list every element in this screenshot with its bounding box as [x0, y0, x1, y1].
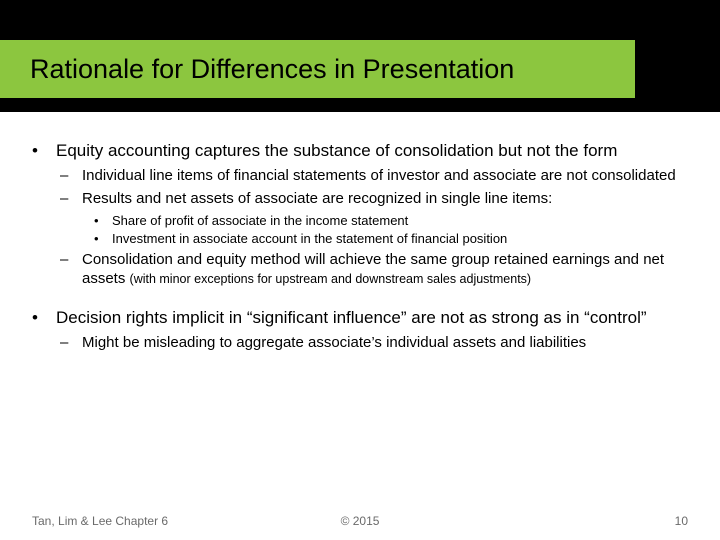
bullet-marker: • — [32, 307, 56, 328]
list-item: • Investment in associate account in the… — [94, 231, 688, 247]
slide-title: Rationale for Differences in Presentatio… — [30, 54, 514, 85]
bullet-marker: – — [60, 251, 82, 289]
bullet-marker: – — [60, 190, 82, 209]
list-item: – Individual line items of financial sta… — [60, 167, 688, 186]
bullet-marker: • — [94, 213, 112, 229]
bullet-text: Consolidation and equity method will ach… — [82, 251, 688, 289]
slide-content: • Equity accounting captures the substan… — [0, 112, 720, 353]
footer-left: Tan, Lim & Lee Chapter 6 — [32, 514, 168, 528]
bullet-text: Individual line items of financial state… — [82, 167, 676, 186]
slide-footer: Tan, Lim & Lee Chapter 6 © 2015 10 — [0, 514, 720, 528]
footer-center: © 2015 — [341, 514, 380, 528]
list-item: • Share of profit of associate in the in… — [94, 213, 688, 229]
bullet-text: Results and net assets of associate are … — [82, 190, 552, 209]
bullet-marker: – — [60, 167, 82, 186]
list-item: • Decision rights implicit in “significa… — [32, 307, 688, 353]
list-item: • Equity accounting captures the substan… — [32, 140, 688, 289]
bullet-text: Share of profit of associate in the inco… — [112, 213, 408, 229]
list-item: – Results and net assets of associate ar… — [60, 190, 688, 247]
header-bar: Rationale for Differences in Presentatio… — [0, 0, 720, 112]
bullet-marker: • — [94, 231, 112, 247]
bullet-text: Decision rights implicit in “significant… — [56, 307, 647, 328]
bullet-text: Might be misleading to aggregate associa… — [82, 334, 586, 353]
bullet-note-text: (with minor exceptions for upstream and … — [130, 272, 532, 286]
bullet-text: Equity accounting captures the substance… — [56, 140, 617, 161]
bullet-text: Investment in associate account in the s… — [112, 231, 507, 247]
list-item: – Consolidation and equity method will a… — [60, 251, 688, 289]
footer-page-number: 10 — [675, 514, 688, 528]
list-item: – Might be misleading to aggregate assoc… — [60, 334, 688, 353]
bullet-marker: • — [32, 140, 56, 161]
bullet-marker: – — [60, 334, 82, 353]
title-bar: Rationale for Differences in Presentatio… — [0, 40, 635, 98]
